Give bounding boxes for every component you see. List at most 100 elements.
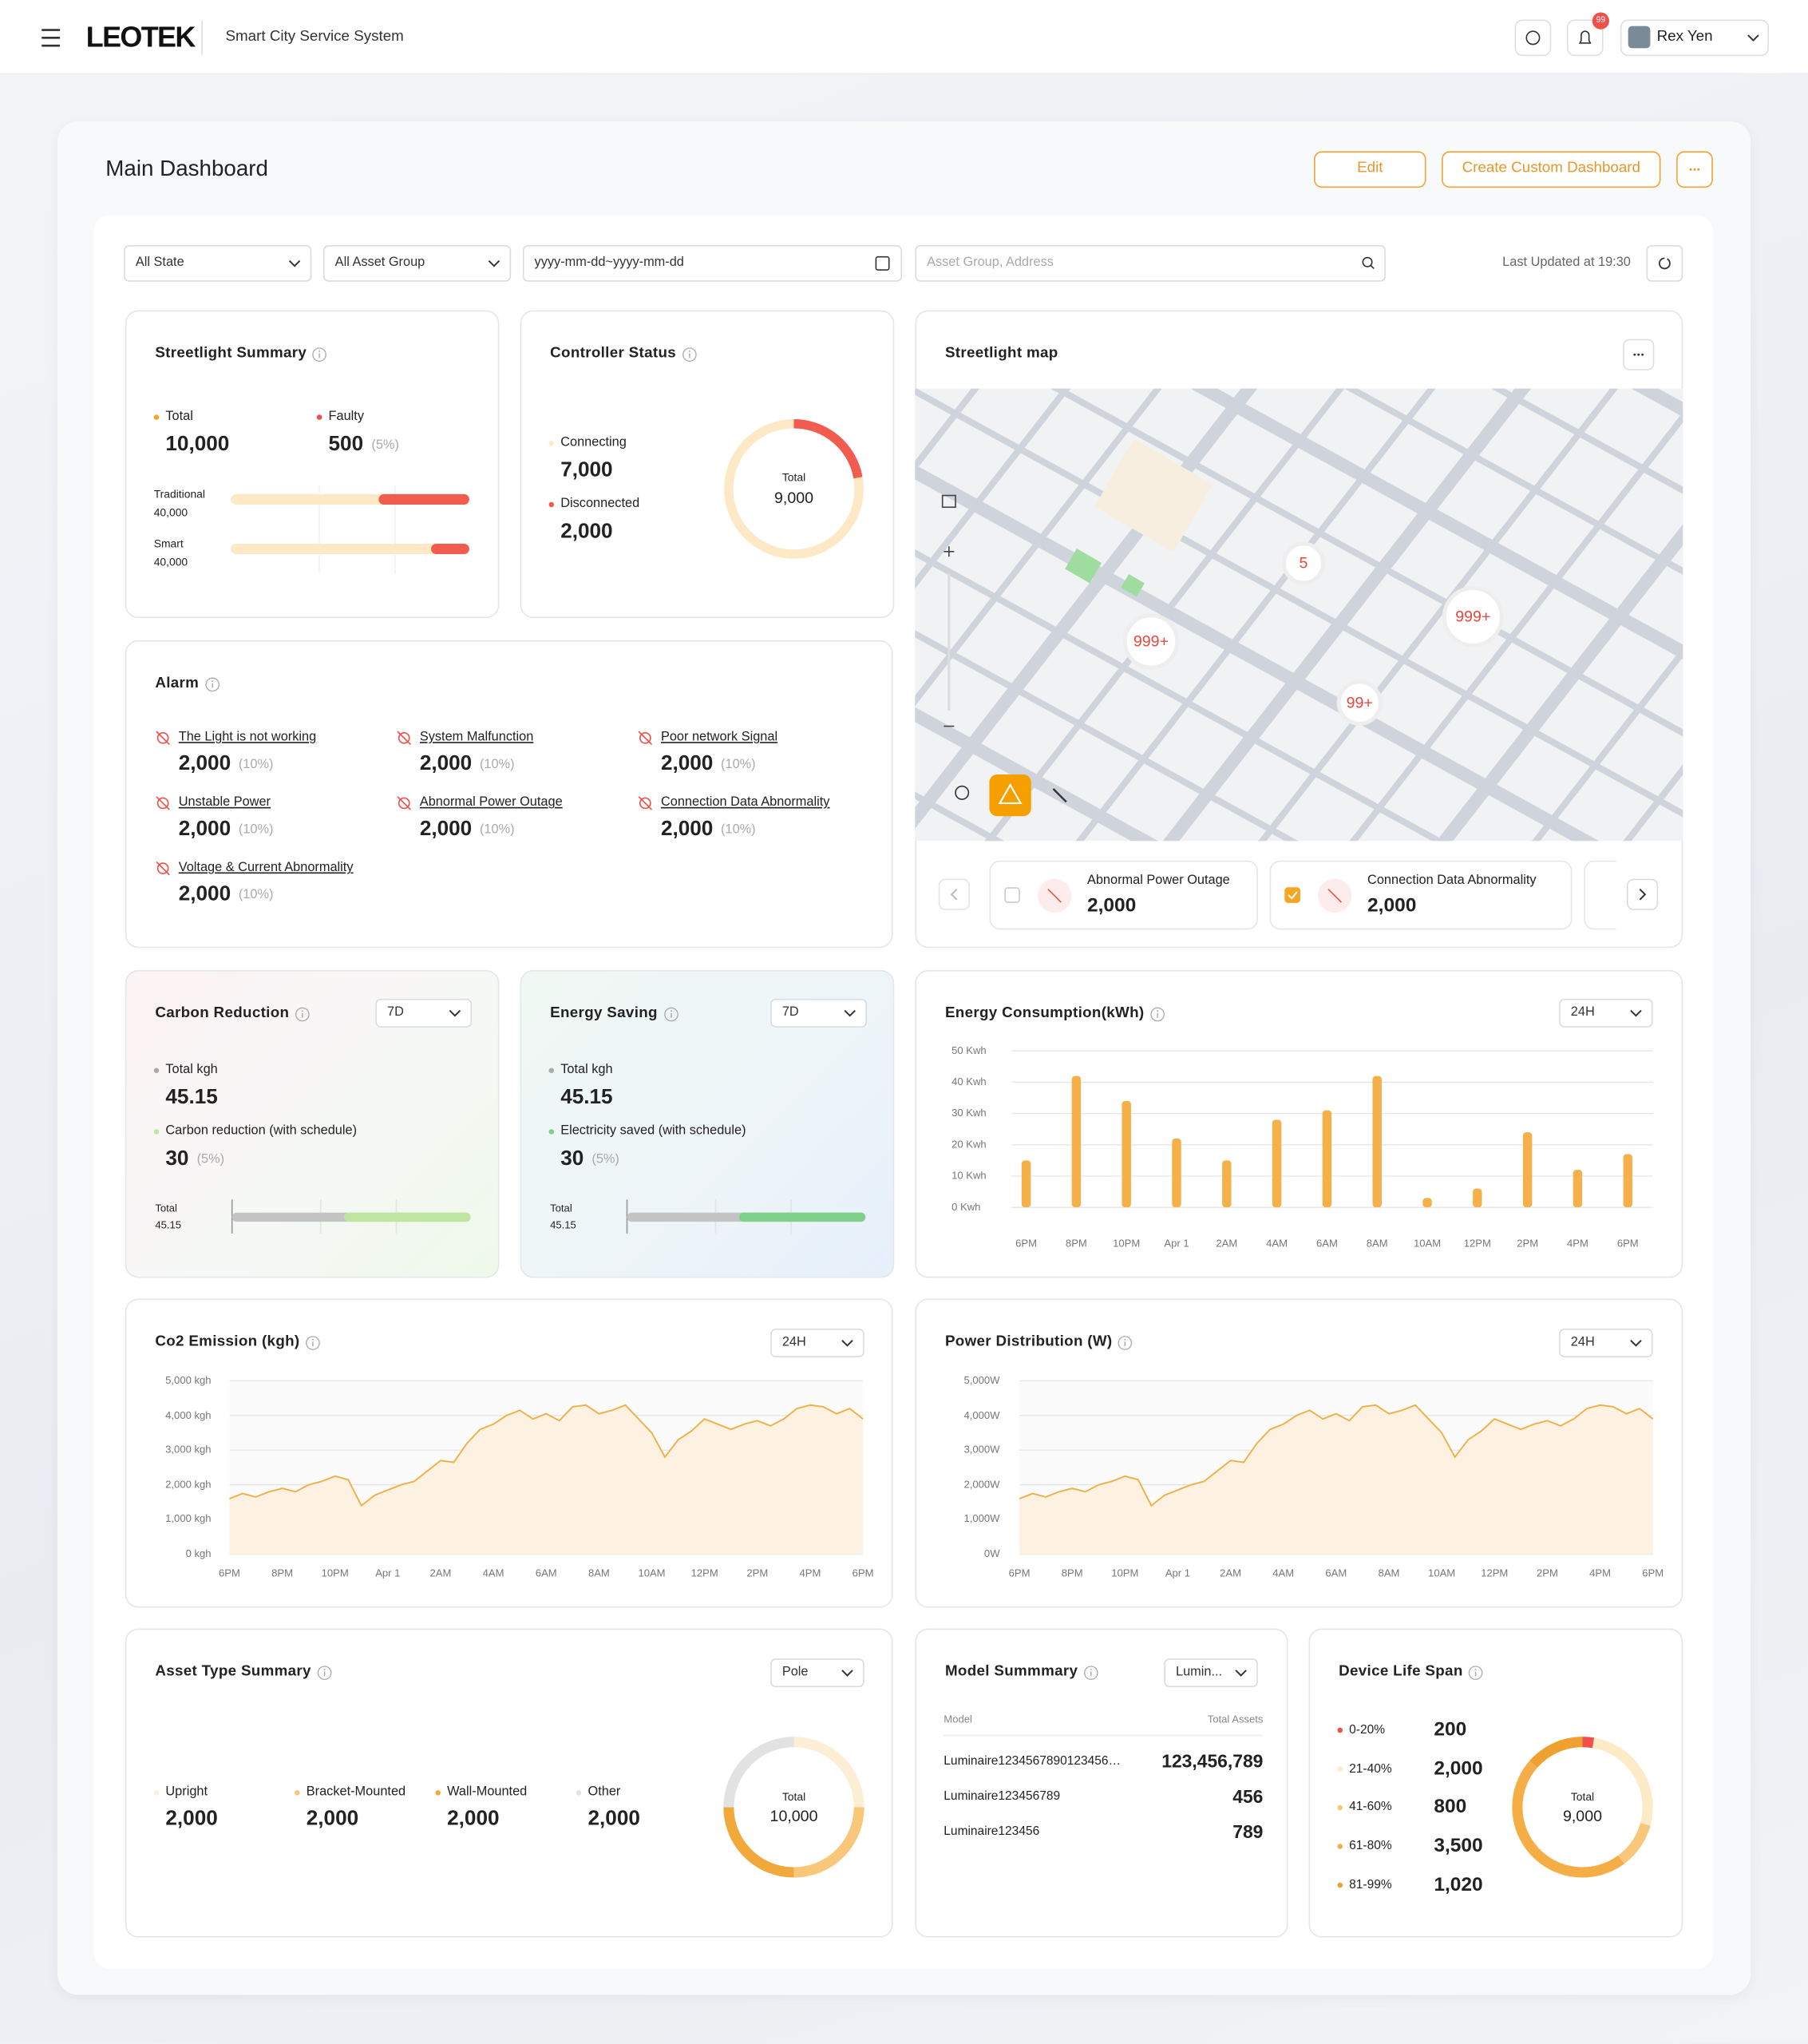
alert-card[interactable] bbox=[989, 860, 1258, 930]
bar-label: Total bbox=[550, 1202, 572, 1214]
notification-button[interactable] bbox=[1566, 19, 1604, 57]
card-title: Asset Type Summary bbox=[155, 1663, 311, 1680]
dropdown-label: 7D bbox=[387, 1005, 404, 1020]
map-layer-button[interactable] bbox=[933, 485, 965, 517]
map-prev-button[interactable] bbox=[938, 878, 970, 910]
stat-value: 2,000 bbox=[1434, 1757, 1483, 1780]
cluster-count: 999+ bbox=[1133, 632, 1169, 651]
stat-percent: (5%) bbox=[196, 1152, 225, 1167]
alarm-percent: (10%) bbox=[721, 757, 756, 772]
user-menu[interactable] bbox=[1620, 19, 1770, 57]
x-tick-label: 12PM bbox=[1463, 1238, 1491, 1250]
more-button[interactable] bbox=[1676, 151, 1713, 188]
stat-value: 3,500 bbox=[1434, 1834, 1483, 1857]
card-title: Energy Saving bbox=[550, 1005, 658, 1021]
x-tick-label: 4PM bbox=[799, 1567, 821, 1579]
alarm-name: Voltage & Current Abnormality bbox=[178, 860, 354, 875]
y-tick-label: 4,000W bbox=[963, 1408, 1000, 1421]
card-title: Carbon Reduction bbox=[155, 1005, 290, 1021]
dropdown-label: Pole bbox=[781, 1665, 809, 1680]
alert-card[interactable] bbox=[1269, 860, 1573, 930]
type-count: 40,000 bbox=[153, 505, 188, 519]
alert-name: Connection Data Abnormality bbox=[1367, 873, 1537, 889]
alarm-percent: (10%) bbox=[721, 822, 756, 838]
cluster-count: 5 bbox=[1299, 553, 1308, 572]
map-zoom[interactable] bbox=[933, 534, 965, 743]
y-tick-label: 5,000W bbox=[963, 1374, 1000, 1387]
card-title: Co2 Emission (kgh) bbox=[155, 1333, 300, 1350]
map-more-button[interactable] bbox=[1623, 339, 1655, 370]
x-tick-label: 2PM bbox=[746, 1567, 769, 1579]
help-button[interactable] bbox=[1514, 19, 1552, 57]
y-tick-label: 2,000W bbox=[963, 1478, 1000, 1491]
alarm-name: Poor network Signal bbox=[660, 730, 778, 745]
alarm-percent: (10%) bbox=[238, 822, 274, 838]
y-tick-label: 0W bbox=[983, 1547, 1000, 1560]
donut-total: 10,000 bbox=[769, 1807, 818, 1825]
x-tick-label: 4AM bbox=[1266, 1238, 1288, 1250]
dropdown-label: Lumin... bbox=[1175, 1665, 1223, 1680]
app-name: Smart City Service System bbox=[225, 29, 404, 45]
x-tick-label: 10AM bbox=[638, 1567, 666, 1579]
alert-name: Abnormal Power Outage bbox=[1086, 873, 1230, 889]
stat-label: Bracket-Mounted bbox=[306, 1785, 406, 1800]
alarm-value: 2,000 bbox=[660, 752, 714, 775]
y-tick-label: 1,000 kgh bbox=[165, 1513, 212, 1525]
create-button[interactable] bbox=[1442, 151, 1661, 188]
stat-value: 45.15 bbox=[560, 1086, 613, 1109]
card-title: Energy Consumption(kWh) bbox=[944, 1005, 1145, 1021]
x-tick-label: 6PM bbox=[1015, 1238, 1037, 1250]
stat-label: 41-60% bbox=[1349, 1800, 1392, 1815]
date-filter[interactable] bbox=[522, 245, 903, 282]
map-tool-bar[interactable] bbox=[933, 771, 1087, 819]
date-range: yyyy-mm-dd~yyyy-mm-dd bbox=[534, 256, 684, 271]
card-title: Power Distribution (W) bbox=[944, 1333, 1113, 1350]
last-updated: Last Updated at 19:30 bbox=[1502, 256, 1631, 271]
asset-group-filter[interactable] bbox=[322, 245, 512, 282]
alert-value: 2,000 bbox=[1086, 894, 1137, 917]
alarm-value: 2,000 bbox=[660, 818, 714, 841]
alarm-value: 2,000 bbox=[419, 752, 473, 775]
x-tick-label: 8PM bbox=[1065, 1238, 1087, 1250]
x-tick-label: 6AM bbox=[1325, 1567, 1347, 1579]
stat-label: Connecting bbox=[560, 435, 627, 450]
search-placeholder: Asset Group, Address bbox=[927, 256, 1054, 271]
alarm-value: 2,000 bbox=[178, 818, 231, 841]
x-tick-label: 8AM bbox=[1366, 1238, 1388, 1250]
map-next-button[interactable] bbox=[1627, 878, 1659, 910]
header bbox=[0, 0, 1808, 75]
x-tick-label: 10AM bbox=[1428, 1567, 1456, 1579]
x-tick-label: 2AM bbox=[429, 1567, 452, 1579]
state-filter[interactable] bbox=[124, 245, 312, 282]
alarm-percent: (10%) bbox=[479, 822, 515, 838]
y-tick-label: 0 kgh bbox=[185, 1547, 212, 1560]
bar-total: 45.15 bbox=[155, 1219, 182, 1231]
model-name: Luminaire1234567890123456… bbox=[944, 1753, 1122, 1769]
stat-percent: (5%) bbox=[591, 1152, 619, 1167]
refresh-button[interactable] bbox=[1646, 245, 1683, 282]
alarm-name: Abnormal Power Outage bbox=[419, 795, 563, 810]
y-tick-label: 5,000 kgh bbox=[165, 1374, 212, 1387]
card-title: Alarm bbox=[155, 675, 200, 691]
stat-value: 800 bbox=[1434, 1796, 1467, 1819]
donut-total: 9,000 bbox=[773, 489, 814, 507]
alarm-name: Unstable Power bbox=[178, 795, 271, 810]
alert-value: 2,000 bbox=[1367, 894, 1417, 917]
x-tick-label: 4PM bbox=[1567, 1238, 1588, 1250]
x-tick-label: 10AM bbox=[1413, 1238, 1442, 1250]
stat-label: 0-20% bbox=[1349, 1722, 1386, 1737]
map-card bbox=[915, 310, 1683, 949]
x-tick-label: 2AM bbox=[1220, 1567, 1242, 1579]
alarm-value: 2,000 bbox=[178, 752, 231, 775]
dropdown-label: All Asset Group bbox=[334, 256, 425, 271]
x-tick-label: 8AM bbox=[1378, 1567, 1400, 1579]
x-tick-label: 6AM bbox=[535, 1567, 557, 1579]
edit-button[interactable] bbox=[1314, 151, 1426, 188]
y-tick-label: 3,000W bbox=[963, 1444, 1000, 1456]
search-box[interactable] bbox=[915, 245, 1386, 282]
card-title: Streetlight Summary bbox=[155, 345, 307, 362]
model-name: Luminaire123456 bbox=[944, 1824, 1040, 1840]
x-tick-label: 4PM bbox=[1589, 1567, 1611, 1579]
cluster-count: 999+ bbox=[1455, 607, 1491, 626]
x-tick-label: 6PM bbox=[1008, 1567, 1031, 1579]
